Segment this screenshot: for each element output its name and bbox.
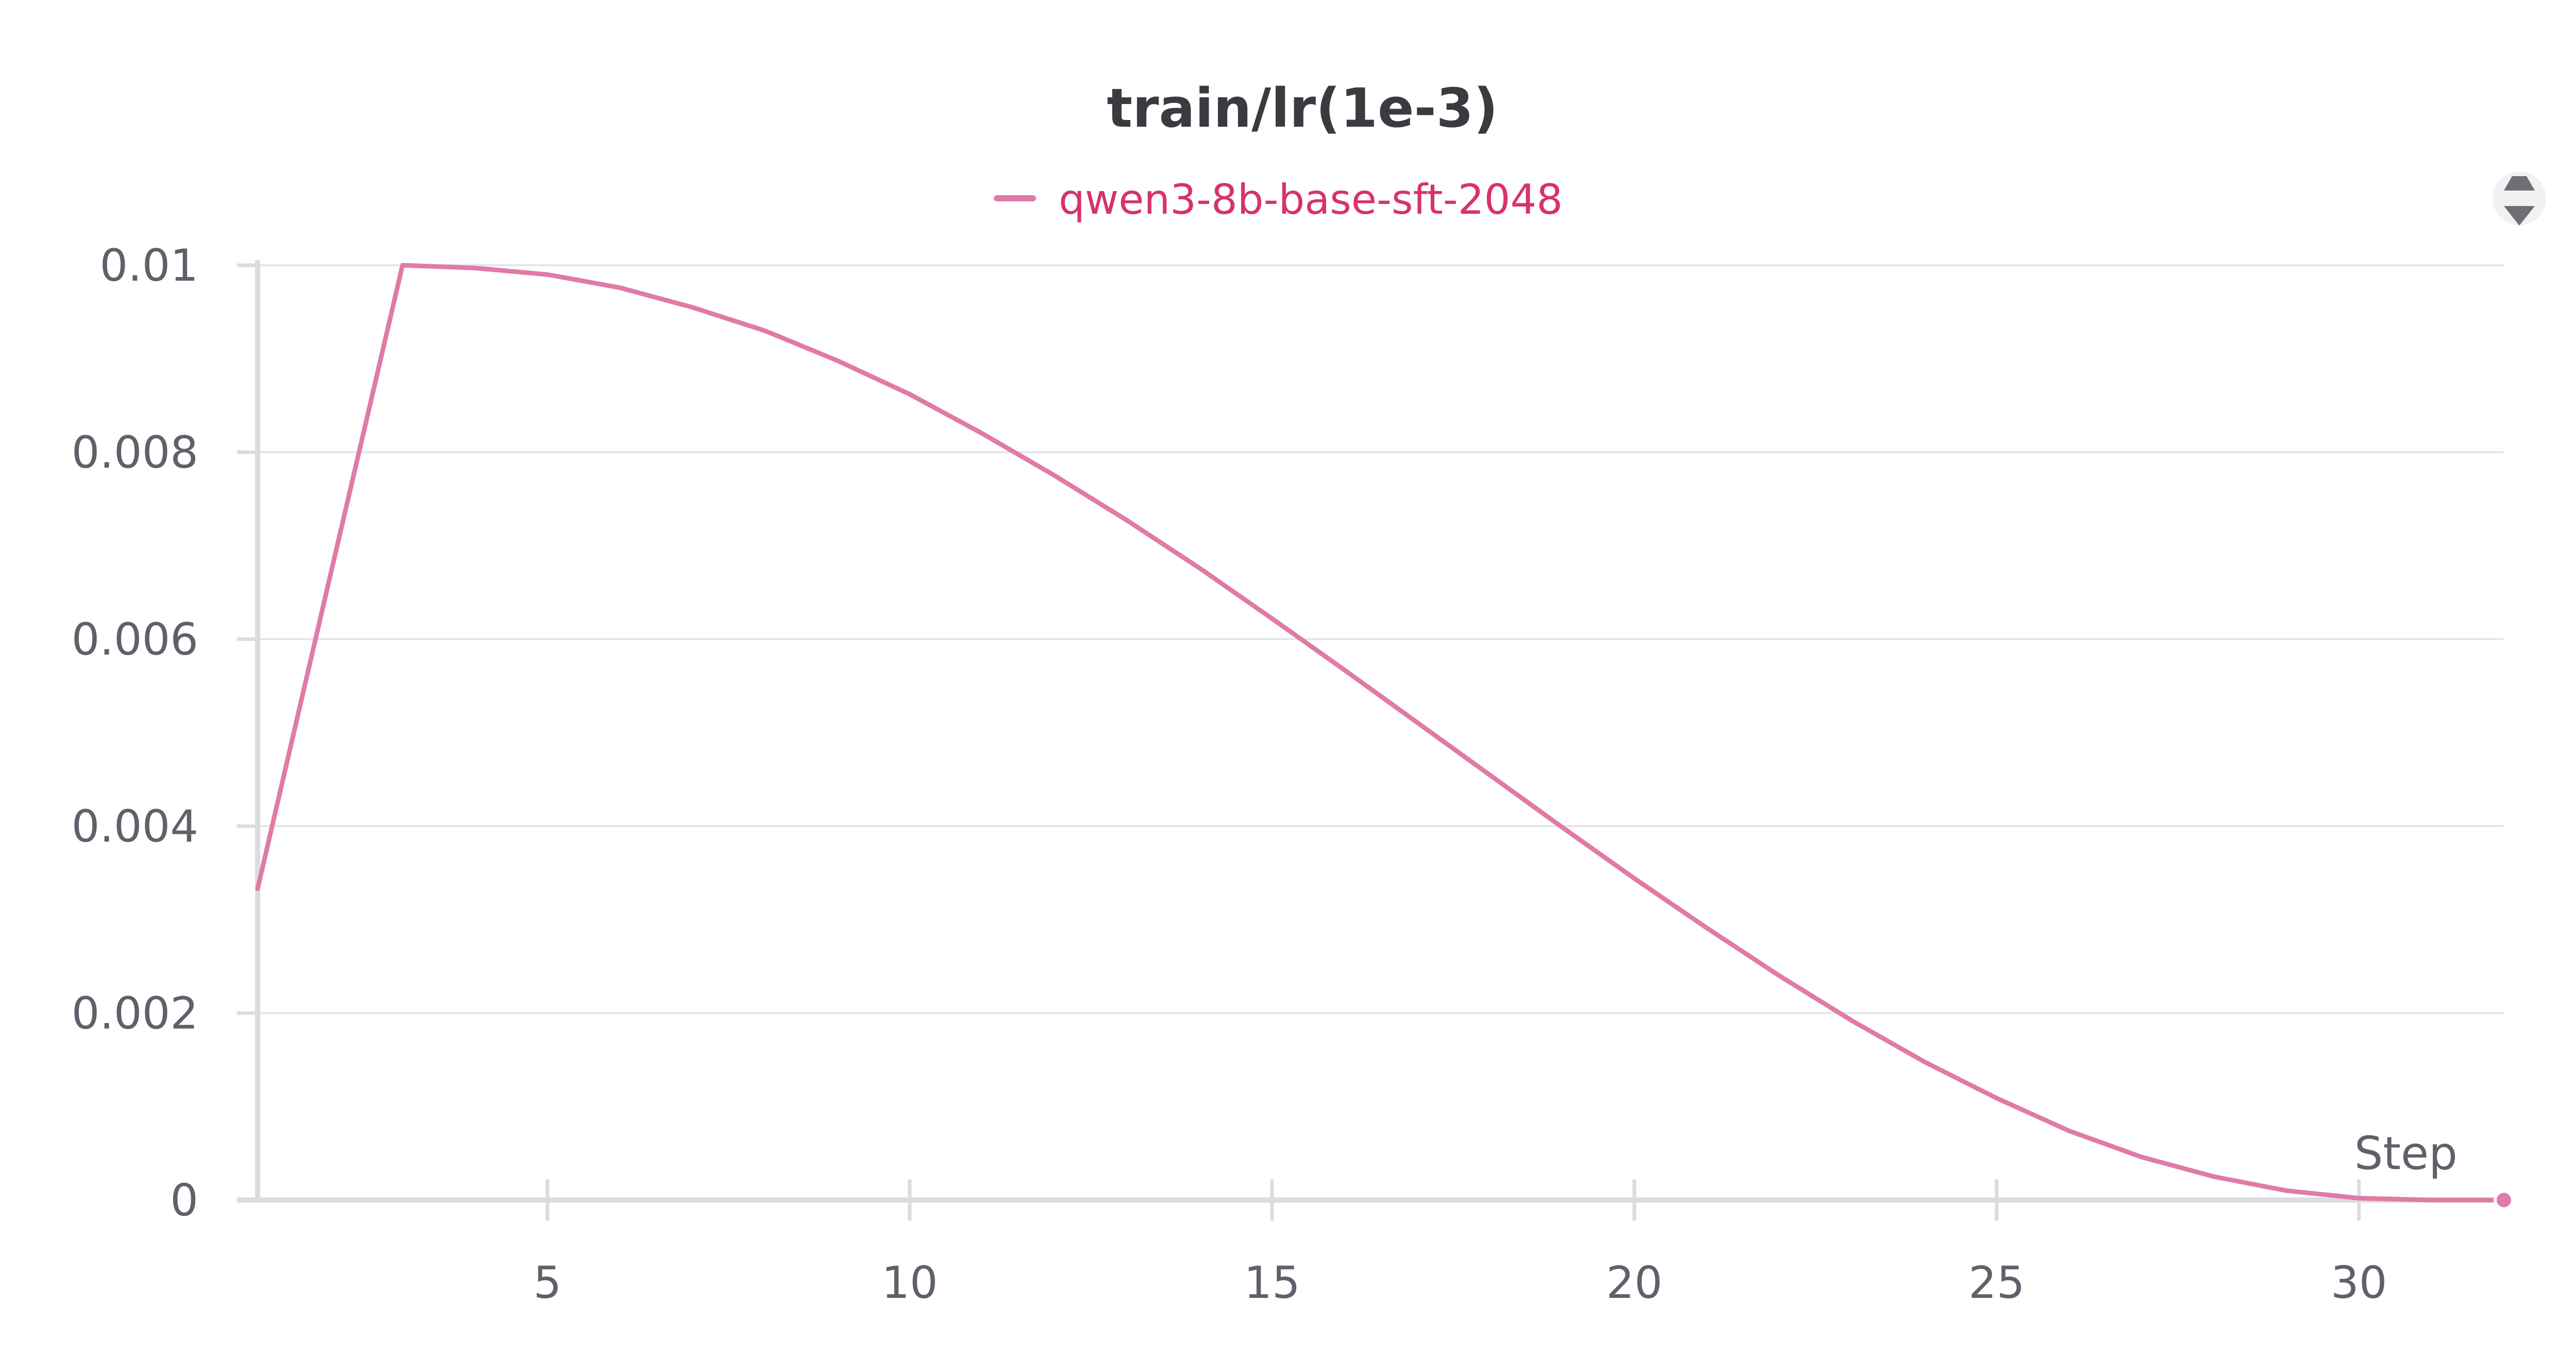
legend-label: qwen3-8b-base-sft-2048 xyxy=(1059,176,1563,224)
x-axis-label: Step xyxy=(2354,1127,2458,1180)
x-tick-label: 25 xyxy=(1969,1257,2025,1309)
y-tick-label: 0.008 xyxy=(72,427,198,478)
chart-title: train/lr(1e-3) xyxy=(1107,77,1498,140)
tick-labels: 0 0.002 0.004 0.006 0.008 0.01 5 10 15 20 25 30 xyxy=(72,240,2387,1309)
y-tick-label: 0.006 xyxy=(72,614,198,665)
grid xyxy=(258,264,2504,1014)
x-tick-label: 15 xyxy=(1244,1257,1300,1309)
x-tick-label: 20 xyxy=(1606,1257,1663,1309)
x-tick-label: 5 xyxy=(533,1257,562,1309)
series-endpoint[interactable] xyxy=(2494,1190,2514,1210)
series-line[interactable] xyxy=(255,263,2506,1203)
sort-arrows-icon[interactable] xyxy=(2493,172,2546,226)
y-tick-label: 0 xyxy=(170,1175,198,1226)
x-tick-label: 10 xyxy=(882,1257,938,1309)
x-tick-label: 30 xyxy=(2331,1257,2387,1309)
y-tick-label: 0.004 xyxy=(72,801,198,852)
axes xyxy=(237,260,2504,1221)
y-tick-label: 0.01 xyxy=(100,240,198,292)
legend[interactable]: qwen3-8b-base-sft-2048 xyxy=(994,176,1563,224)
y-tick-label: 0.002 xyxy=(72,988,198,1039)
series-layer xyxy=(255,263,2514,1210)
